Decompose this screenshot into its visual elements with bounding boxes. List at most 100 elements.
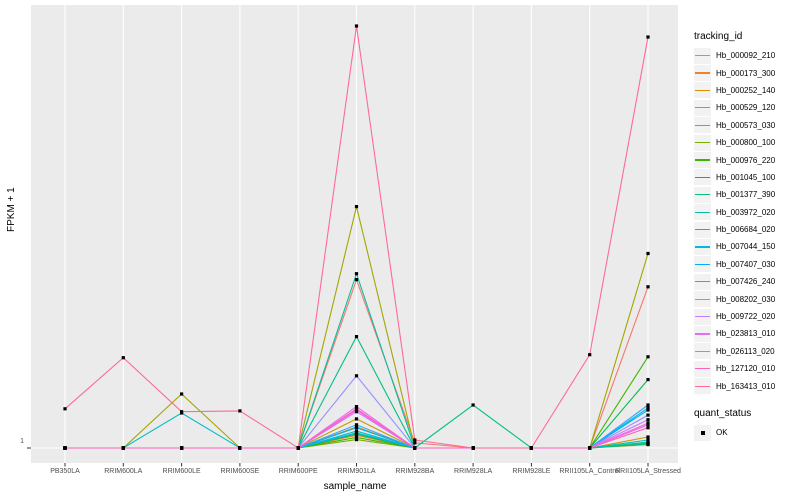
data-point-Hb_000573_030-RRII105LA_Stressed[interactable] (646, 251, 650, 256)
legend-item-Hb_006684_020[interactable]: Hb_006684_020 (694, 221, 800, 238)
legend-item-label: Hb_009722_020 (716, 312, 776, 322)
data-point-Hb_008202_030-RRIM901LA[interactable] (354, 374, 359, 378)
data-point-Hb_023813_010-RRII105LA_Stressed[interactable] (646, 421, 650, 425)
data-point-Hb_000252_140-RRII105LA_Stressed[interactable] (646, 435, 650, 439)
legend-item-label: Hb_001045_100 (716, 172, 776, 182)
data-point-Hb_001377_390-RRIM928LA[interactable] (471, 403, 475, 407)
color-line-icon (695, 176, 710, 179)
data-point-Hb_163413_010-RRIM928BA[interactable] (413, 438, 417, 442)
x-tick-label-RRIM928BA: RRIM928BA (395, 468, 435, 475)
legend-item-Hb_000976_220[interactable]: Hb_000976_220 (694, 151, 800, 169)
data-point-Hb_000976_220-RRIM901LA[interactable] (354, 435, 359, 439)
data-point-Hb_163413_010-PB350LA[interactable] (63, 407, 67, 411)
legend-item-Hb_003972_020[interactable]: Hb_003972_020 (694, 204, 800, 221)
data-point-Hb_163413_010-RRIM928LA[interactable] (471, 446, 475, 450)
color-line-icon (695, 211, 710, 213)
legend-item-Hb_001377_390[interactable]: Hb_001377_390 (694, 186, 800, 203)
data-point-Hb_023813_010-RRIM901LA[interactable] (354, 405, 359, 409)
x-tick-label-RRII105LA_Stressed: RRII105LA_Stressed (615, 468, 681, 475)
legend-item-quant-ok[interactable]: OK (694, 424, 800, 441)
data-point-Hb_127120_010-RRIM600SE[interactable] (238, 446, 242, 450)
x-axis-title: sample_name (323, 481, 387, 492)
data-point-Hb_127120_010-RRII105LA_Stressed[interactable] (646, 426, 650, 430)
legend-item-label: Hb_000092_210 (716, 51, 776, 61)
legend-key-icon (694, 99, 711, 116)
legend-item-Hb_007426_240[interactable]: Hb_007426_240 (694, 273, 800, 290)
data-point-Hb_009722_020-RRIM901LA[interactable] (354, 410, 359, 414)
x-tick-label-RRII105LA_Control: RRII105LA_Control (559, 468, 621, 475)
x-tick-label-RRIM600PE: RRIM600PE (278, 468, 318, 475)
legend-key-icon (694, 204, 711, 221)
legend-item-Hb_127120_010[interactable]: Hb_127120_010 (694, 360, 800, 377)
legend-item-Hb_000092_210[interactable]: Hb_000092_210 (694, 47, 800, 64)
legend-item-Hb_001045_100[interactable]: Hb_001045_100 (694, 169, 800, 186)
color-line-icon (695, 368, 710, 370)
data-point-Hb_001045_100-RRII105LA_Stressed[interactable] (646, 378, 650, 382)
legend-item-label: Hb_127120_010 (716, 364, 776, 374)
data-point-Hb_001377_390-RRIM901LA[interactable] (354, 335, 359, 339)
data-point-Hb_007407_030-RRII105LA_Stressed[interactable] (646, 408, 650, 412)
data-point-Hb_000092_210-RRIM928BA[interactable] (413, 441, 417, 445)
x-tick-label-RRIM928LA: RRIM928LA (454, 468, 493, 475)
legend-item-Hb_000573_030[interactable]: Hb_000573_030 (694, 117, 800, 134)
data-point-Hb_007426_240-RRII105LA_Stressed[interactable] (646, 403, 650, 407)
legend-item-label: Hb_000976_220 (716, 155, 776, 165)
data-point-Hb_007407_030-RRIM901LA[interactable] (354, 426, 359, 430)
legend-item-label: Hb_007426_240 (716, 277, 776, 287)
legend-item-Hb_000173_300[interactable]: Hb_000173_300 (694, 64, 800, 82)
legend-item-list: Hb_000092_210 Hb_000173_300 Hb_000252_140 H… (694, 47, 800, 395)
legend-item-label: Hb_023813_010 (716, 329, 776, 339)
data-point-Hb_163413_010-RRIM600LE[interactable] (180, 410, 184, 414)
data-point-Hb_007044_150-RRII105LA_Stressed[interactable] (646, 406, 650, 410)
legend-item-Hb_007407_030[interactable]: Hb_007407_030 (694, 256, 800, 273)
legend-item-Hb_008202_030[interactable]: Hb_008202_030 (694, 290, 800, 308)
legend-item-Hb_000800_100[interactable]: Hb_000800_100 (694, 134, 800, 151)
data-point-Hb_163413_010-RRIM600PE[interactable] (296, 446, 300, 450)
legend-key-icon (694, 65, 711, 82)
y-axis-title: FPKM + 1 (6, 187, 17, 232)
data-point-Hb_000800_100-RRIM901LA[interactable] (354, 438, 359, 442)
data-point-Hb_007426_240-RRIM901LA[interactable] (354, 423, 359, 427)
black-square-marker-icon (700, 430, 705, 435)
legend-item-Hb_023813_010[interactable]: Hb_023813_010 (694, 325, 800, 342)
legend-item-label: Hb_000173_300 (716, 68, 776, 78)
data-point-Hb_001377_390-RRII105LA_Stressed[interactable] (646, 442, 650, 446)
legend-item-Hb_163413_010[interactable]: Hb_163413_010 (694, 377, 800, 395)
data-point-Hb_127120_010-RRIM901LA[interactable] (354, 407, 359, 411)
data-point-Hb_026113_020-RRII105LA_Stressed[interactable] (646, 423, 650, 427)
legend-item-Hb_009722_020[interactable]: Hb_009722_020 (694, 308, 800, 325)
data-point-Hb_003972_020-RRII105LA_Stressed[interactable] (646, 440, 650, 444)
legend-item-Hb_026113_020[interactable]: Hb_026113_020 (694, 343, 800, 360)
data-point-Hb_163413_010-RRII105LA_Control[interactable] (588, 353, 592, 357)
data-point-Hb_127120_010-RRIM600LE[interactable] (180, 446, 184, 450)
data-point-Hb_000573_030-RRIM901LA[interactable] (354, 205, 359, 209)
data-point-Hb_000092_210-RRII105LA_Stressed[interactable] (646, 285, 650, 289)
x-tick-label-RRIM600SE: RRIM600SE (220, 468, 260, 475)
data-point-Hb_009722_020-RRII105LA_Stressed[interactable] (646, 418, 650, 422)
legend-item-Hb_000252_140[interactable]: Hb_000252_140 (694, 82, 800, 99)
data-point-Hb_163413_010-RRIM928LE[interactable] (529, 446, 533, 450)
data-point-Hb_127120_010-RRII105LA_Control[interactable] (588, 446, 592, 450)
quant-ok-key-icon (694, 424, 711, 441)
data-point-Hb_007044_150-RRIM901LA[interactable] (354, 431, 359, 435)
data-point-Hb_163413_010-RRIM600LA[interactable] (121, 356, 125, 360)
data-point-Hb_127120_010-RRIM928BA[interactable] (413, 446, 417, 450)
legend-item-label: Hb_003972_020 (716, 207, 776, 217)
data-point-Hb_163413_010-RRII105LA_Stressed[interactable] (646, 35, 650, 39)
data-point-Hb_127120_010-RRIM600LA[interactable] (121, 446, 125, 450)
data-point-Hb_000573_030-RRIM600LE[interactable] (180, 392, 184, 396)
legend-item-label: Hb_000529_120 (716, 103, 776, 113)
data-point-Hb_163413_010-RRIM901LA[interactable] (354, 24, 359, 28)
data-point-Hb_000976_220-RRII105LA_Stressed[interactable] (646, 355, 650, 359)
data-point-Hb_003972_020-RRIM901LA[interactable] (354, 272, 359, 276)
y-tick-label: 1 (20, 438, 24, 445)
legend-item-Hb_007044_150[interactable]: Hb_007044_150 (694, 238, 800, 255)
data-point-Hb_127120_010-PB350LA[interactable] (63, 446, 67, 450)
data-point-Hb_008202_030-RRII105LA_Stressed[interactable] (646, 413, 650, 417)
data-point-Hb_000529_120-RRIM901LA[interactable] (354, 417, 359, 421)
data-point-Hb_006684_020-RRII105LA_Stressed[interactable] (646, 438, 650, 442)
legend-item-Hb_000529_120[interactable]: Hb_000529_120 (694, 99, 800, 116)
data-point-Hb_000092_210-RRIM901LA[interactable] (354, 278, 359, 282)
data-point-Hb_006684_020-RRIM901LA[interactable] (354, 429, 359, 433)
data-point-Hb_163413_010-RRIM600SE[interactable] (238, 409, 242, 413)
